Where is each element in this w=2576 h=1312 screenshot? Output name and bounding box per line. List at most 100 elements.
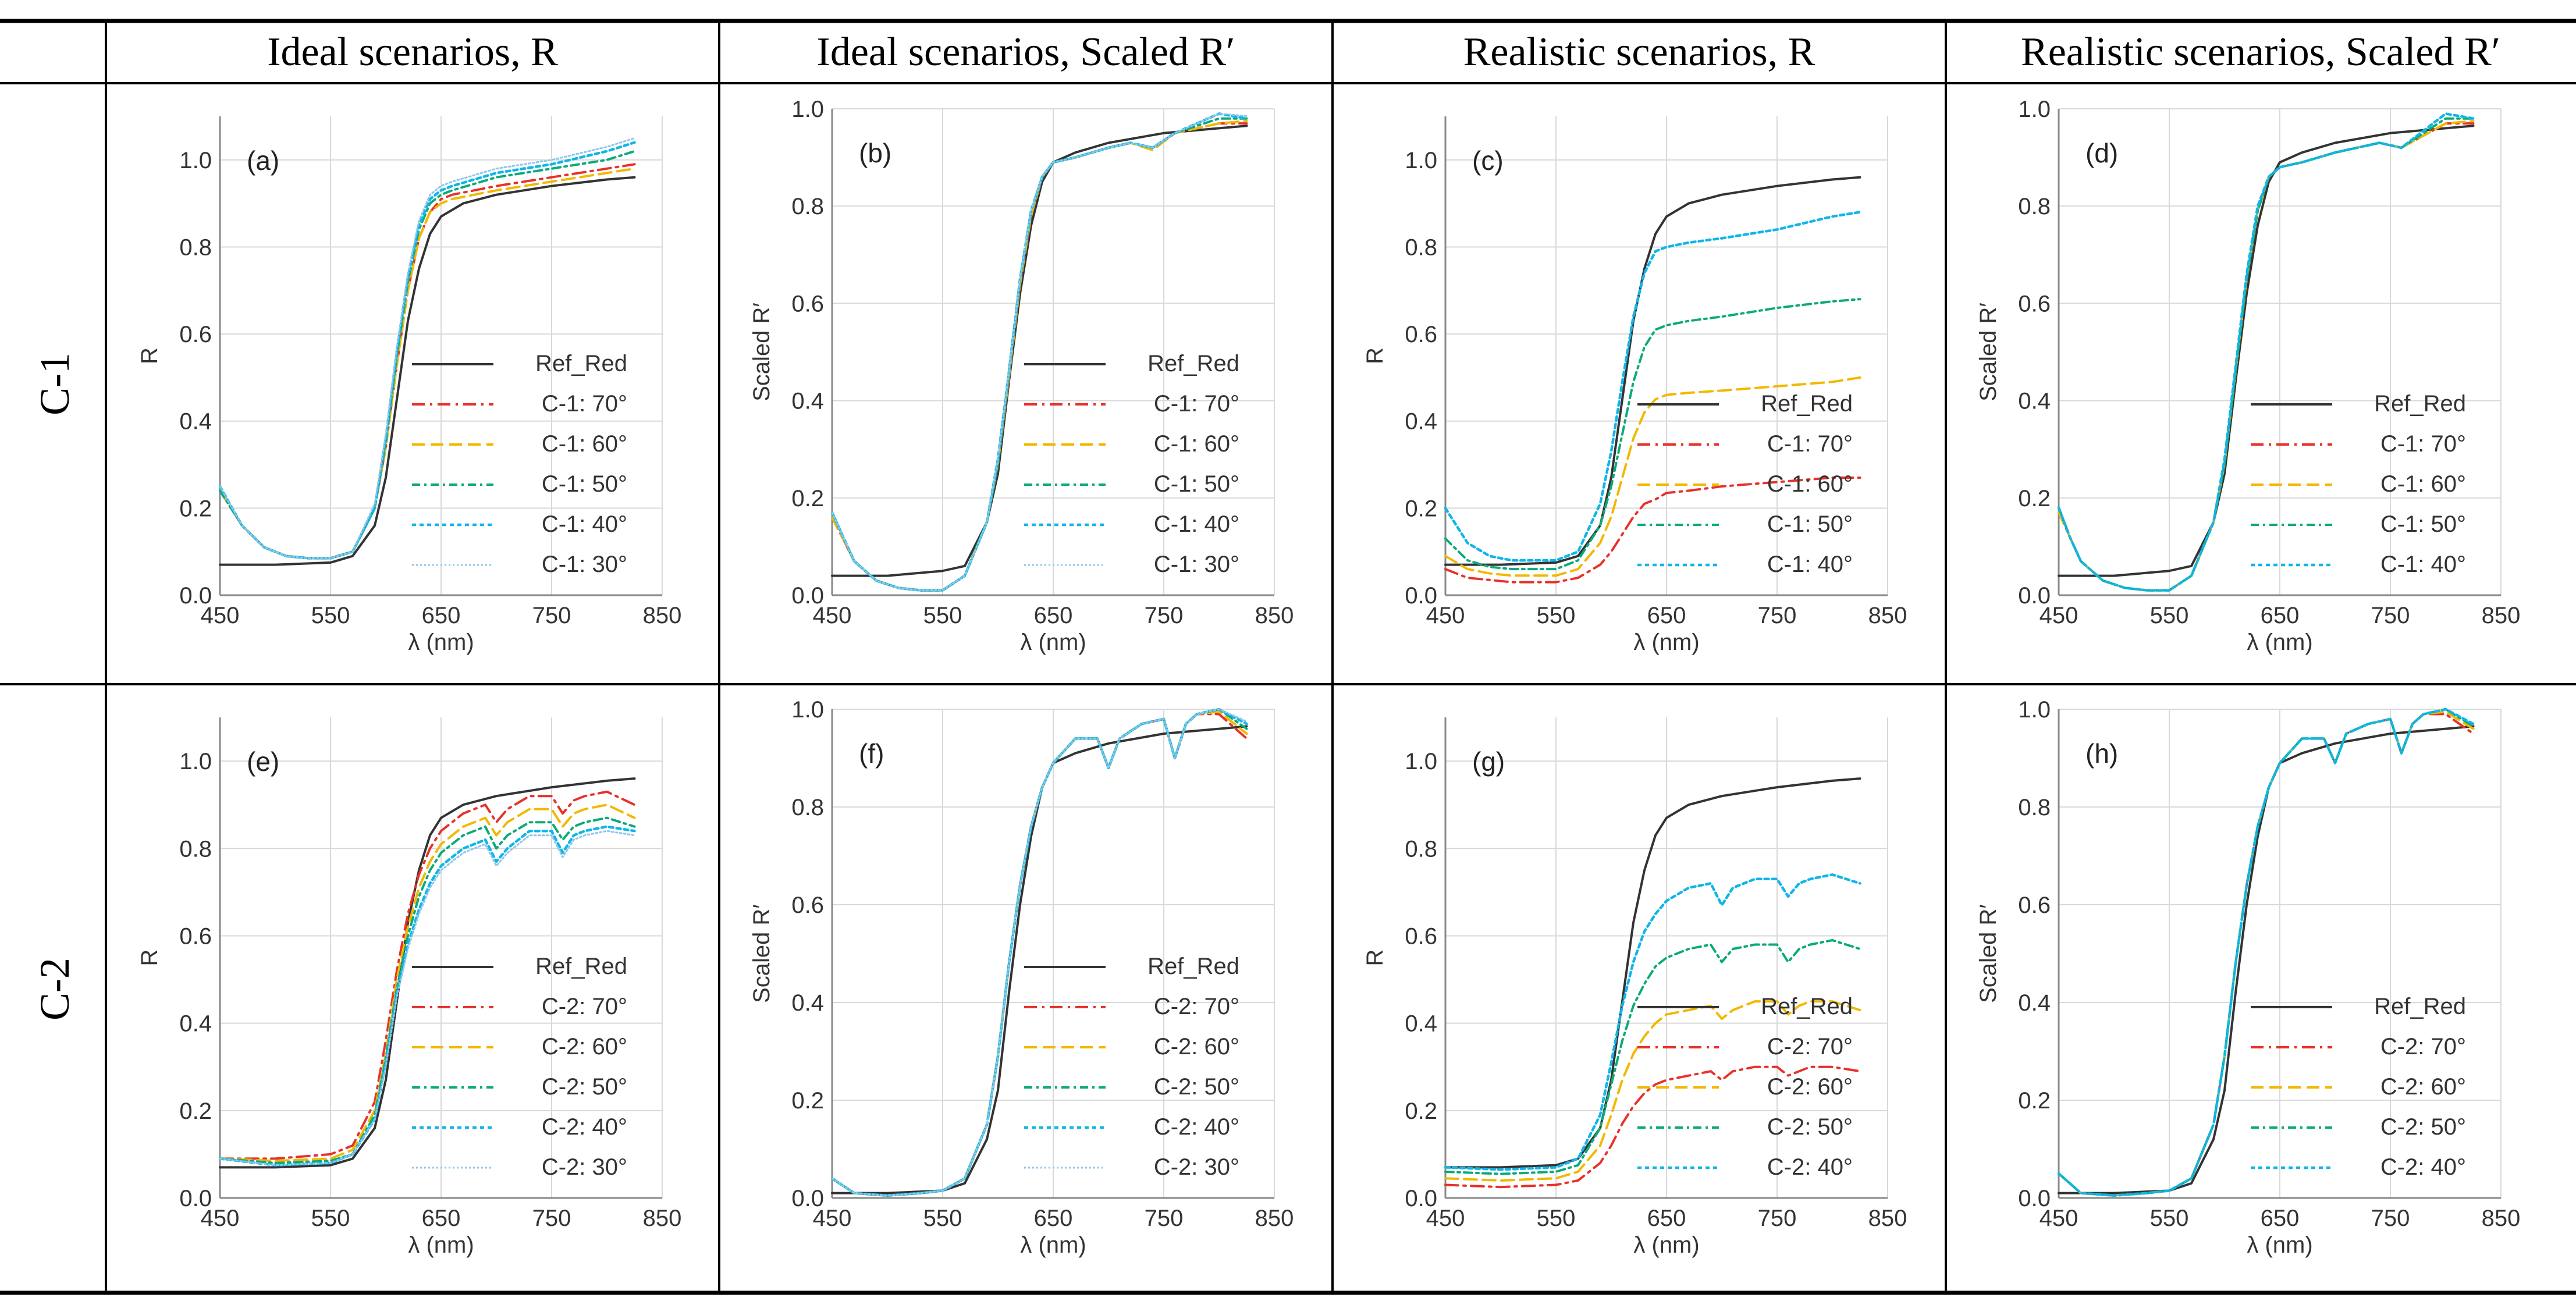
y-axis-title: Scaled R′	[749, 303, 774, 401]
x-axis-title: λ (nm)	[2247, 630, 2312, 655]
series-line-40	[1444, 211, 1861, 562]
x-axis-title: λ (nm)	[408, 1232, 474, 1258]
y-tick-label: 0.2	[2018, 486, 2051, 511]
y-tick-label: 0.2	[179, 1098, 212, 1124]
legend-label: Ref_Red	[535, 954, 627, 979]
chart-panels: 450 550 650 750 850 0.0 0.2 0.4 0.6 0.8 1.0 λ (nm) R…	[137, 97, 2520, 1258]
series-line-40	[2057, 707, 2475, 1197]
y-tick-label: 1.0	[2018, 97, 2051, 122]
legend-label: Ref_Red	[1761, 391, 1853, 417]
panel-label: (e)	[247, 746, 279, 777]
legend-label: Ref_Red	[1147, 954, 1239, 979]
series-line-Ref_Red	[2058, 125, 2475, 577]
series-line-30	[219, 137, 635, 559]
panel-label: (h)	[2085, 738, 2118, 769]
y-tick-label: 0.8	[2018, 795, 2051, 820]
x-tick-label: 650	[422, 1206, 461, 1231]
x-tick-label: 750	[2371, 603, 2410, 628]
y-tick-label: 0.8	[1405, 234, 1437, 260]
legend-label: C-1: 40°	[1767, 552, 1853, 577]
x-tick-label: 650	[1034, 603, 1073, 628]
chart-panel-g: 450 550 650 750 850 0.0 0.2 0.4 0.6 0.8 1.0 λ (nm) R…	[1362, 717, 1907, 1258]
y-axis-title: Scaled R′	[1975, 303, 2001, 401]
series-line-40	[1444, 873, 1861, 1171]
y-tick-label: 0.0	[2018, 583, 2051, 609]
panel-label: (b)	[859, 138, 891, 168]
legend-label: C-1: 30°	[1154, 552, 1239, 577]
x-tick-label: 650	[2261, 1206, 2300, 1231]
y-tick-label: 0.2	[2018, 1088, 2051, 1114]
legend-label: C-2: 60°	[2380, 1074, 2466, 1100]
legend-label: C-2: 70°	[2380, 1034, 2466, 1059]
y-tick-label: 0.2	[1405, 496, 1437, 521]
series-line-50	[1444, 939, 1861, 1175]
x-axis-title: λ (nm)	[1020, 630, 1086, 655]
y-tick-label: 0.4	[791, 389, 824, 414]
y-tick-label: 0.6	[179, 322, 212, 347]
column-header-ideal-scaled: Ideal scenarios, Scaled R′	[817, 30, 1235, 74]
series-line-Ref_Red	[831, 725, 1248, 1194]
x-tick-label: 850	[1255, 603, 1294, 628]
series-line-Ref_Red	[831, 125, 1248, 577]
y-tick-label: 0.4	[179, 409, 212, 435]
x-tick-label: 550	[2150, 603, 2189, 628]
panel-label: (a)	[247, 145, 279, 176]
x-tick-label: 850	[1868, 1206, 1907, 1231]
legend-label: C-1: 70°	[1767, 431, 1853, 457]
x-tick-label: 550	[923, 603, 962, 628]
x-axis-title: λ (nm)	[2247, 1232, 2312, 1258]
x-tick-label: 450	[2040, 603, 2078, 628]
column-header-ideal-r: Ideal scenarios, R	[267, 30, 558, 74]
x-tick-label: 550	[2150, 1206, 2189, 1231]
legend-label: Ref_Red	[1147, 351, 1239, 376]
y-tick-label: 0.6	[791, 893, 824, 918]
x-tick-label: 750	[1145, 603, 1184, 628]
row-header-c1: C-1	[31, 353, 78, 415]
legend-label: C-2: 70°	[1154, 994, 1239, 1019]
legend-label: C-1: 60°	[542, 431, 627, 457]
y-axis-title: R	[137, 950, 162, 966]
legend-label: Ref_Red	[2374, 994, 2466, 1019]
y-tick-label: 0.2	[791, 486, 824, 511]
chart-panel-b: 450 550 650 750 850 0.0 0.2 0.4 0.6 0.8 1.0 λ (nm) S…	[749, 97, 1294, 655]
x-axis-title: λ (nm)	[1633, 630, 1699, 655]
legend-label: C-2: 60°	[1154, 1034, 1239, 1059]
y-tick-label: 0.4	[791, 990, 824, 1016]
chart-panel-f: 450 550 650 750 850 0.0 0.2 0.4 0.6 0.8 1.0 λ (nm) S…	[749, 697, 1294, 1258]
panel-label: (f)	[859, 738, 884, 769]
legend-label: C-2: 60°	[1767, 1074, 1853, 1100]
x-tick-label: 550	[1537, 603, 1576, 628]
y-tick-label: 0.0	[1405, 1186, 1437, 1211]
y-axis-title: R	[1362, 347, 1388, 364]
chart-panel-h: 450 550 650 750 850 0.0 0.2 0.4 0.6 0.8 1.0 λ (nm) S…	[1975, 697, 2520, 1258]
legend-label: C-2: 70°	[542, 994, 627, 1019]
y-tick-label: 0.6	[1405, 322, 1437, 347]
panel-label: (c)	[1472, 145, 1504, 176]
y-tick-label: 0.8	[2018, 194, 2051, 219]
x-tick-label: 550	[311, 603, 350, 628]
legend-label: C-1: 60°	[1154, 431, 1239, 457]
table-grid	[0, 19, 2576, 1295]
x-tick-label: 450	[201, 603, 240, 628]
series-line-60	[219, 803, 636, 1162]
x-tick-label: 450	[813, 603, 852, 628]
x-tick-label: 450	[201, 1206, 240, 1231]
y-tick-label: 1.0	[1405, 148, 1437, 173]
y-tick-label: 1.0	[2018, 697, 2051, 723]
panel-label: (d)	[2085, 138, 2118, 168]
x-tick-label: 850	[2482, 603, 2521, 628]
legend-label: C-1: 60°	[1767, 471, 1853, 497]
legend-label: C-2: 70°	[1767, 1034, 1853, 1059]
legend-label: Ref_Red	[1761, 994, 1853, 1019]
y-tick-label: 0.0	[791, 1186, 824, 1211]
legend-label: Ref_Red	[2374, 391, 2466, 417]
series-line-30	[831, 112, 1248, 592]
y-tick-label: 0.2	[179, 496, 212, 521]
y-tick-label: 0.8	[1405, 836, 1437, 862]
column-header-realistic-scaled: Realistic scenarios, Scaled R′	[2021, 30, 2500, 74]
legend-label: C-2: 30°	[1154, 1154, 1239, 1180]
series-line-60	[1444, 376, 1861, 577]
legend-label: C-2: 50°	[542, 1074, 627, 1100]
y-tick-label: 0.6	[1405, 923, 1437, 949]
y-tick-label: 0.6	[179, 923, 212, 949]
